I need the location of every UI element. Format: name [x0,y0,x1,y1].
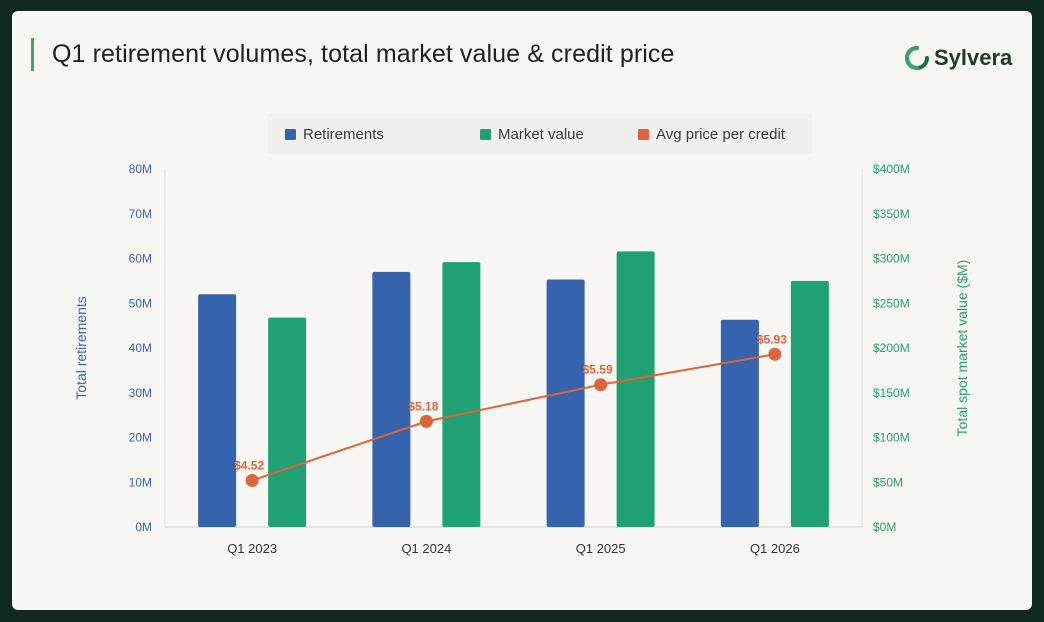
y-tick-label-left: 60M [129,252,152,266]
legend-label-retirements: Retirements [303,126,384,143]
point-avg-price [768,347,782,361]
bar-market-value [616,251,655,527]
y-tick-label-left: 70M [129,207,152,221]
y-tick-label-left: 20M [129,431,152,445]
data-label-avg-price: $4.52 [234,458,264,472]
y-tick-label-left: 10M [129,475,152,489]
bar-retirements [546,279,585,527]
y-tick-label-left: 30M [129,386,152,400]
bar-market-value [790,280,829,527]
x-tick-label: Q1 2024 [401,541,451,556]
y-tick-label-right: $350M [873,207,910,221]
y-axis-title-right: Total spot market value ($M) [954,260,970,437]
y-tick-label-left: 80M [129,162,152,176]
y-axis-title-left: Total retirements [73,296,89,399]
point-avg-price [594,378,608,392]
y-tick-label-right: $100M [873,431,910,445]
y-tick-label-right: $250M [873,296,910,310]
y-tick-label-right: $150M [873,386,910,400]
page-title: Q1 retirement volumes, total market valu… [52,40,675,68]
legend-swatch-market-value [480,129,491,140]
data-label-avg-price: $5.18 [408,399,438,413]
bar-retirements [198,294,237,527]
y-tick-label-right: $400M [873,162,910,176]
y-tick-label-left: 0M [135,520,152,534]
y-tick-label-right: $300M [873,252,910,266]
bar-market-value [268,317,307,527]
line-avg-price [251,353,776,482]
legend-swatch-avg-price [638,129,649,140]
x-tick-label: Q1 2025 [576,541,626,556]
y-tick-label-right: $0M [873,520,896,534]
bar-market-value [442,262,481,527]
point-avg-price [419,414,433,428]
bar-retirements [720,319,759,527]
brand-name: Sylvera [934,45,1013,70]
y-tick-label-left: 40M [129,341,152,355]
title-accent-bar [31,38,34,71]
y-tick-label-left: 50M [129,296,152,310]
y-tick-label-right: $200M [873,341,910,355]
legend-swatch-retirements [285,129,296,140]
y-tick-label-right: $50M [873,475,903,489]
legend-avg-price: Avg price per credit [638,126,785,143]
brand-logo: Sylvera [904,44,1012,72]
legend-label-market-value: Market value [498,126,584,143]
legend-retirements: Retirements [285,126,384,143]
sylvera-logo-icon [905,46,929,70]
bar-retirements [372,271,411,527]
x-tick-label: Q1 2023 [227,541,277,556]
point-avg-price [245,473,259,487]
legend-label-avg-price: Avg price per credit [656,126,785,143]
x-tick-label: Q1 2026 [750,541,800,556]
data-label-avg-price: $5.93 [757,332,787,346]
data-label-avg-price: $5.59 [583,363,613,377]
chart-legend: Retirements Market value Avg price per c… [267,114,812,154]
legend-market-value: Market value [480,126,584,143]
